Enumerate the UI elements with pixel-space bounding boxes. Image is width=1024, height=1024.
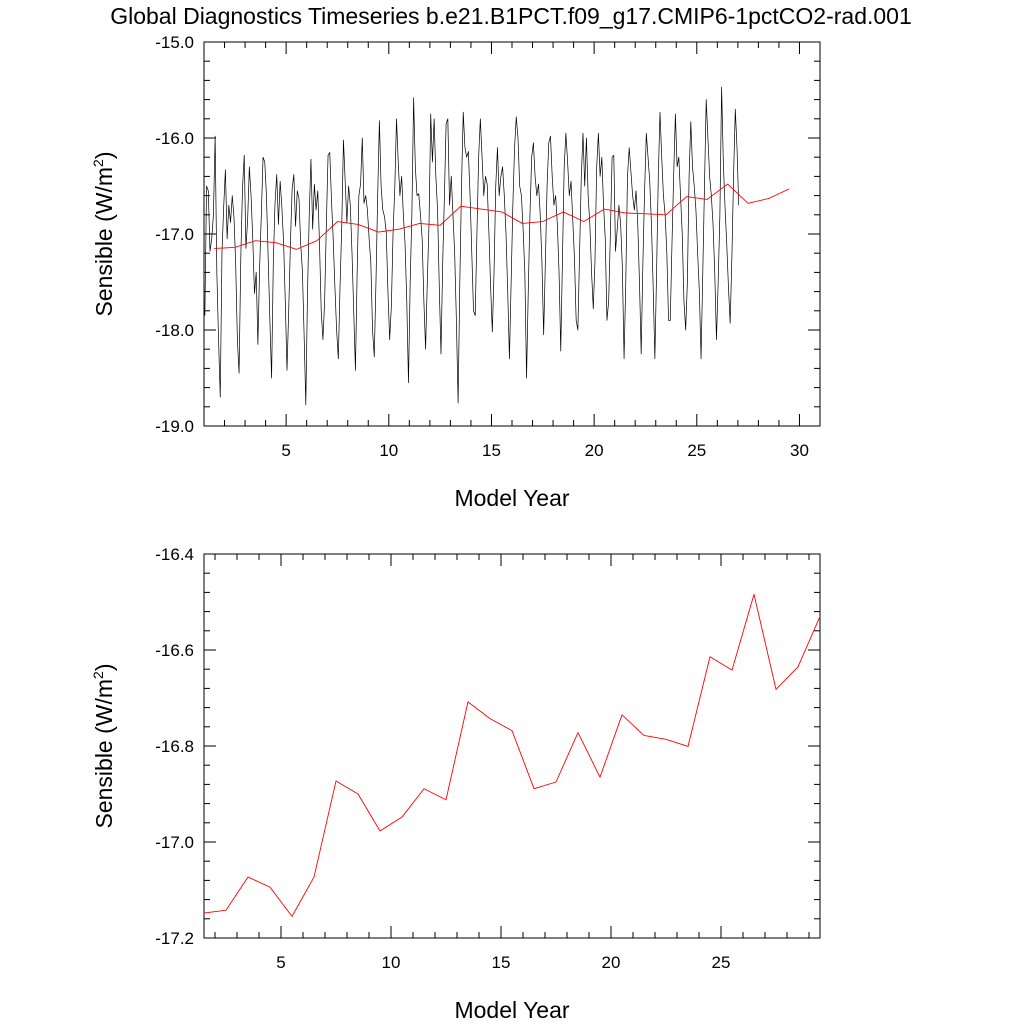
chart-title: Global Diagnostics Timeseries b.e21.B1PC…: [110, 3, 912, 29]
annual-series-line: [214, 183, 790, 250]
y-tick-label: -17.2: [155, 929, 194, 948]
x-axis-label: Model Year: [454, 485, 569, 511]
x-tick-label: 30: [790, 441, 809, 460]
x-tick-label: 25: [687, 441, 706, 460]
x-axis-label: Model Year: [454, 997, 569, 1023]
x-tick-label: 10: [382, 953, 401, 972]
x-tick-label: 20: [602, 953, 621, 972]
y-tick-label: -16.0: [155, 129, 194, 148]
y-axis-label: Sensible (W/m2): [90, 151, 117, 316]
y-tick-label: -16.6: [155, 641, 194, 660]
y-tick-label: -16.8: [155, 737, 194, 756]
bottom-panel: 5 10 15 20 25 -17.2 -17.0 -16.8 -16.6 -16.4 Model …: [90, 545, 821, 1023]
y-tick-label: -17.0: [155, 225, 194, 244]
top-panel: 5 10 15 20 25 30 -19.0 -18.0 -17.0 -16.0 -15.0 Mode…: [90, 33, 821, 511]
y-tick-label: -16.4: [155, 545, 194, 564]
y-tick-label: -18.0: [155, 321, 194, 340]
monthly-series-line: [204, 86, 740, 406]
x-tick-label: 10: [379, 441, 398, 460]
x-tick-label: 25: [712, 953, 731, 972]
annual-series-line: [203, 593, 821, 917]
y-tick-label: -15.0: [155, 33, 194, 52]
x-tick-label: 15: [482, 441, 501, 460]
x-tick-label: 5: [276, 953, 285, 972]
y-axis-label: Sensible (W/m2): [90, 663, 117, 828]
x-tick-label: 20: [585, 441, 604, 460]
plot-frame: [203, 553, 821, 939]
y-tick-label: -19.0: [155, 417, 194, 436]
y-tick-label: -17.0: [155, 833, 194, 852]
x-tick-label: 5: [281, 441, 290, 460]
x-tick-label: 15: [492, 953, 511, 972]
